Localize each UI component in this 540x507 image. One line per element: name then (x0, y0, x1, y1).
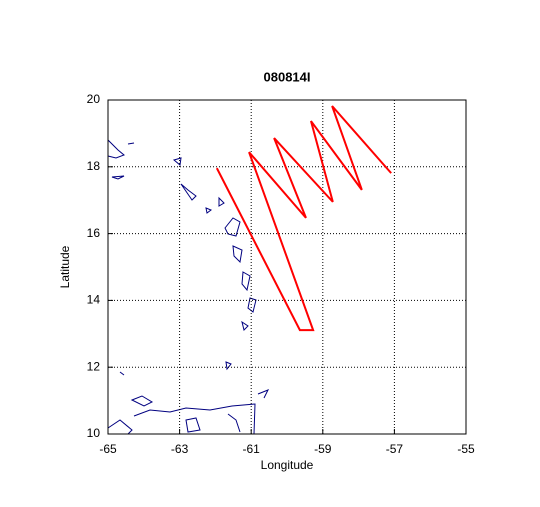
y-tick-label: 20 (87, 92, 101, 106)
y-tick-label: 14 (87, 293, 101, 307)
y-tick-label: 10 (87, 426, 101, 440)
x-tick-label: -63 (171, 442, 189, 456)
flight-track (215, 105, 392, 332)
x-tick-label: -61 (243, 442, 261, 456)
chart-title: 080814I (264, 69, 311, 84)
y-axis-label: Latitude (58, 245, 72, 288)
y-tick-label: 12 (87, 359, 101, 373)
x-tick-label: -57 (386, 442, 404, 456)
y-tick-label: 18 (87, 159, 101, 173)
coastlines (107, 139, 270, 435)
y-tick-label: 16 (87, 226, 101, 240)
x-tick-label: -59 (314, 442, 332, 456)
x-tick-label: -65 (99, 442, 117, 456)
x-tick-label: -55 (457, 442, 475, 456)
plot-frame (107, 99, 467, 435)
x-axis-label: Longitude (261, 458, 314, 472)
